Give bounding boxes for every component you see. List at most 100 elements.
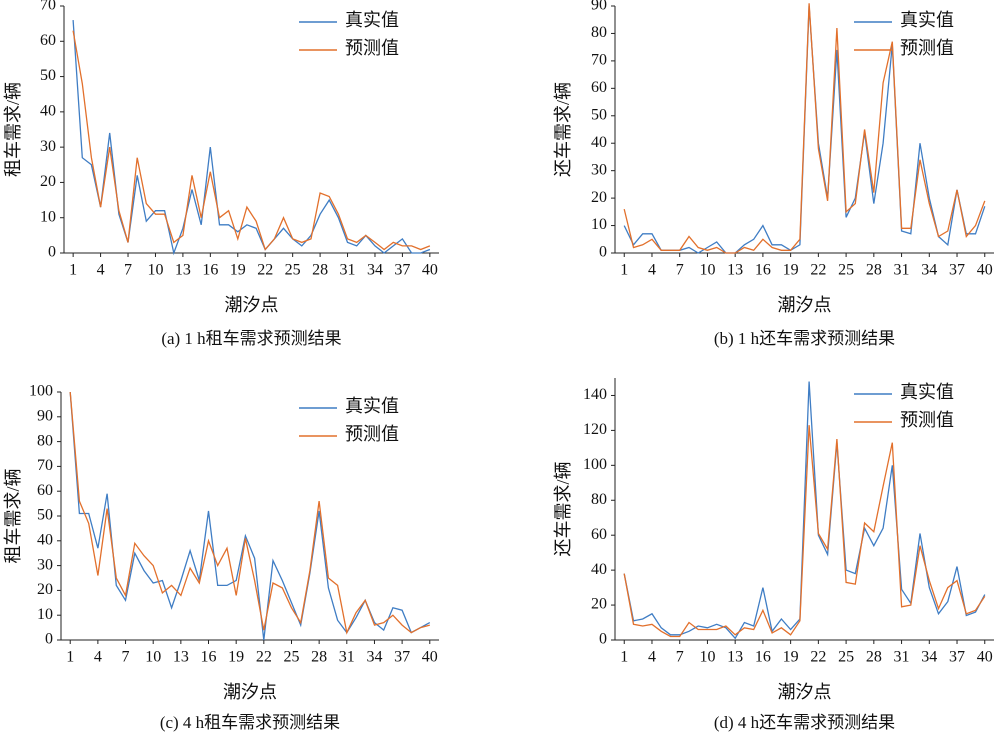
y-tick-label: 90 <box>591 0 607 14</box>
y-tick-label: 0 <box>599 244 607 261</box>
y-tick-label: 40 <box>591 134 607 151</box>
x-tick-label: 40 <box>422 649 438 666</box>
x-tick-label: 28 <box>312 262 328 279</box>
x-tick-label: 7 <box>676 262 684 279</box>
y-tick-label: 20 <box>37 581 53 598</box>
x-tick-label: 37 <box>949 649 965 666</box>
y-tick-label: 20 <box>40 173 56 190</box>
x-tick-label: 28 <box>866 262 882 279</box>
y-tick-label: 10 <box>591 216 607 233</box>
y-tick-label: 40 <box>591 561 607 578</box>
y-tick-label: 80 <box>37 432 53 449</box>
y-tick-label: 10 <box>40 208 56 225</box>
y-tick-label: 140 <box>583 386 607 403</box>
y-axis-label: 还车需求/辆 <box>553 461 573 556</box>
y-tick-label: 20 <box>591 189 607 206</box>
caption: (b) 1 h还车需求预测结果 <box>714 329 895 348</box>
legend-label: 预测值 <box>900 410 954 430</box>
legend-label: 真实值 <box>345 10 399 30</box>
caption: (d) 4 h还车需求预测结果 <box>714 713 895 732</box>
x-tick-label: 34 <box>921 649 937 666</box>
y-tick-label: 30 <box>591 161 607 178</box>
x-tick-label: 4 <box>94 649 102 666</box>
x-tick-label: 16 <box>202 262 218 279</box>
x-tick-label: 34 <box>367 262 383 279</box>
x-tick-label: 1 <box>69 262 77 279</box>
y-tick-label: 60 <box>591 526 607 543</box>
x-tick-label: 34 <box>921 262 937 279</box>
x-tick-label: 4 <box>97 262 105 279</box>
y-tick-label: 60 <box>591 79 607 96</box>
x-tick-label: 31 <box>340 262 356 279</box>
x-tick-label: 25 <box>838 262 854 279</box>
x-tick-label: 31 <box>894 649 910 666</box>
y-tick-label: 40 <box>37 531 53 548</box>
x-tick-label: 19 <box>230 262 246 279</box>
legend-label: 预测值 <box>345 424 399 444</box>
series-line <box>69 391 430 635</box>
x-tick-label: 16 <box>755 649 771 666</box>
y-tick-label: 120 <box>583 421 607 438</box>
x-axis-label: 潮汐点 <box>225 295 279 315</box>
x-tick-label: 13 <box>727 649 743 666</box>
y-tick-label: 50 <box>37 507 53 524</box>
series-line <box>72 30 431 251</box>
x-tick-label: 22 <box>257 262 273 279</box>
y-tick-label: 50 <box>591 106 607 123</box>
caption: (a) 1 h租车需求预测结果 <box>161 329 341 348</box>
x-tick-label: 10 <box>699 262 715 279</box>
x-tick-label: 13 <box>727 262 743 279</box>
y-tick-label: 60 <box>37 482 53 499</box>
x-tick-label: 28 <box>866 649 882 666</box>
x-tick-label: 31 <box>339 649 355 666</box>
series-line <box>623 381 986 640</box>
caption: (c) 4 h租车需求预测结果 <box>160 713 340 732</box>
x-tick-label: 13 <box>175 262 191 279</box>
x-tick-label: 19 <box>783 262 799 279</box>
x-tick-label: 4 <box>648 649 656 666</box>
y-tick-label: 10 <box>37 606 53 623</box>
x-tick-label: 28 <box>311 649 327 666</box>
y-tick-label: 30 <box>40 138 56 155</box>
x-tick-label: 37 <box>394 649 410 666</box>
x-tick-label: 19 <box>783 649 799 666</box>
y-tick-label: 70 <box>591 52 607 69</box>
x-tick-label: 25 <box>283 649 299 666</box>
y-axis-label: 租车需求/辆 <box>3 82 23 177</box>
y-tick-label: 0 <box>48 244 56 261</box>
x-tick-label: 7 <box>676 649 684 666</box>
x-tick-label: 7 <box>124 262 132 279</box>
x-tick-label: 40 <box>977 649 993 666</box>
y-tick-label: 100 <box>583 456 607 473</box>
legend-label: 真实值 <box>900 382 954 402</box>
x-tick-label: 22 <box>810 262 826 279</box>
y-tick-label: 50 <box>40 67 56 84</box>
series-line <box>623 425 986 638</box>
y-tick-label: 80 <box>591 491 607 508</box>
x-tick-label: 37 <box>949 262 965 279</box>
x-tick-label: 19 <box>228 649 244 666</box>
x-tick-label: 40 <box>977 262 993 279</box>
series-line <box>623 3 986 254</box>
x-tick-label: 25 <box>838 649 854 666</box>
x-tick-label: 1 <box>66 649 74 666</box>
x-tick-label: 13 <box>173 649 189 666</box>
x-axis-label: 潮汐点 <box>778 295 832 315</box>
y-tick-label: 0 <box>45 631 53 648</box>
x-tick-label: 25 <box>285 262 301 279</box>
y-tick-label: 20 <box>591 596 607 613</box>
y-tick-label: 60 <box>40 32 56 49</box>
y-tick-label: 90 <box>37 407 53 424</box>
x-tick-label: 16 <box>755 262 771 279</box>
x-tick-label: 1 <box>620 262 628 279</box>
x-tick-label: 10 <box>145 649 161 666</box>
x-tick-label: 37 <box>394 262 410 279</box>
x-tick-label: 4 <box>648 262 656 279</box>
x-tick-label: 16 <box>201 649 217 666</box>
y-axis-label: 租车需求/辆 <box>3 468 23 563</box>
y-tick-label: 30 <box>37 556 53 573</box>
legend-label: 预测值 <box>900 38 954 58</box>
y-axis-label: 还车需求/辆 <box>553 82 573 177</box>
legend-label: 真实值 <box>900 10 954 30</box>
